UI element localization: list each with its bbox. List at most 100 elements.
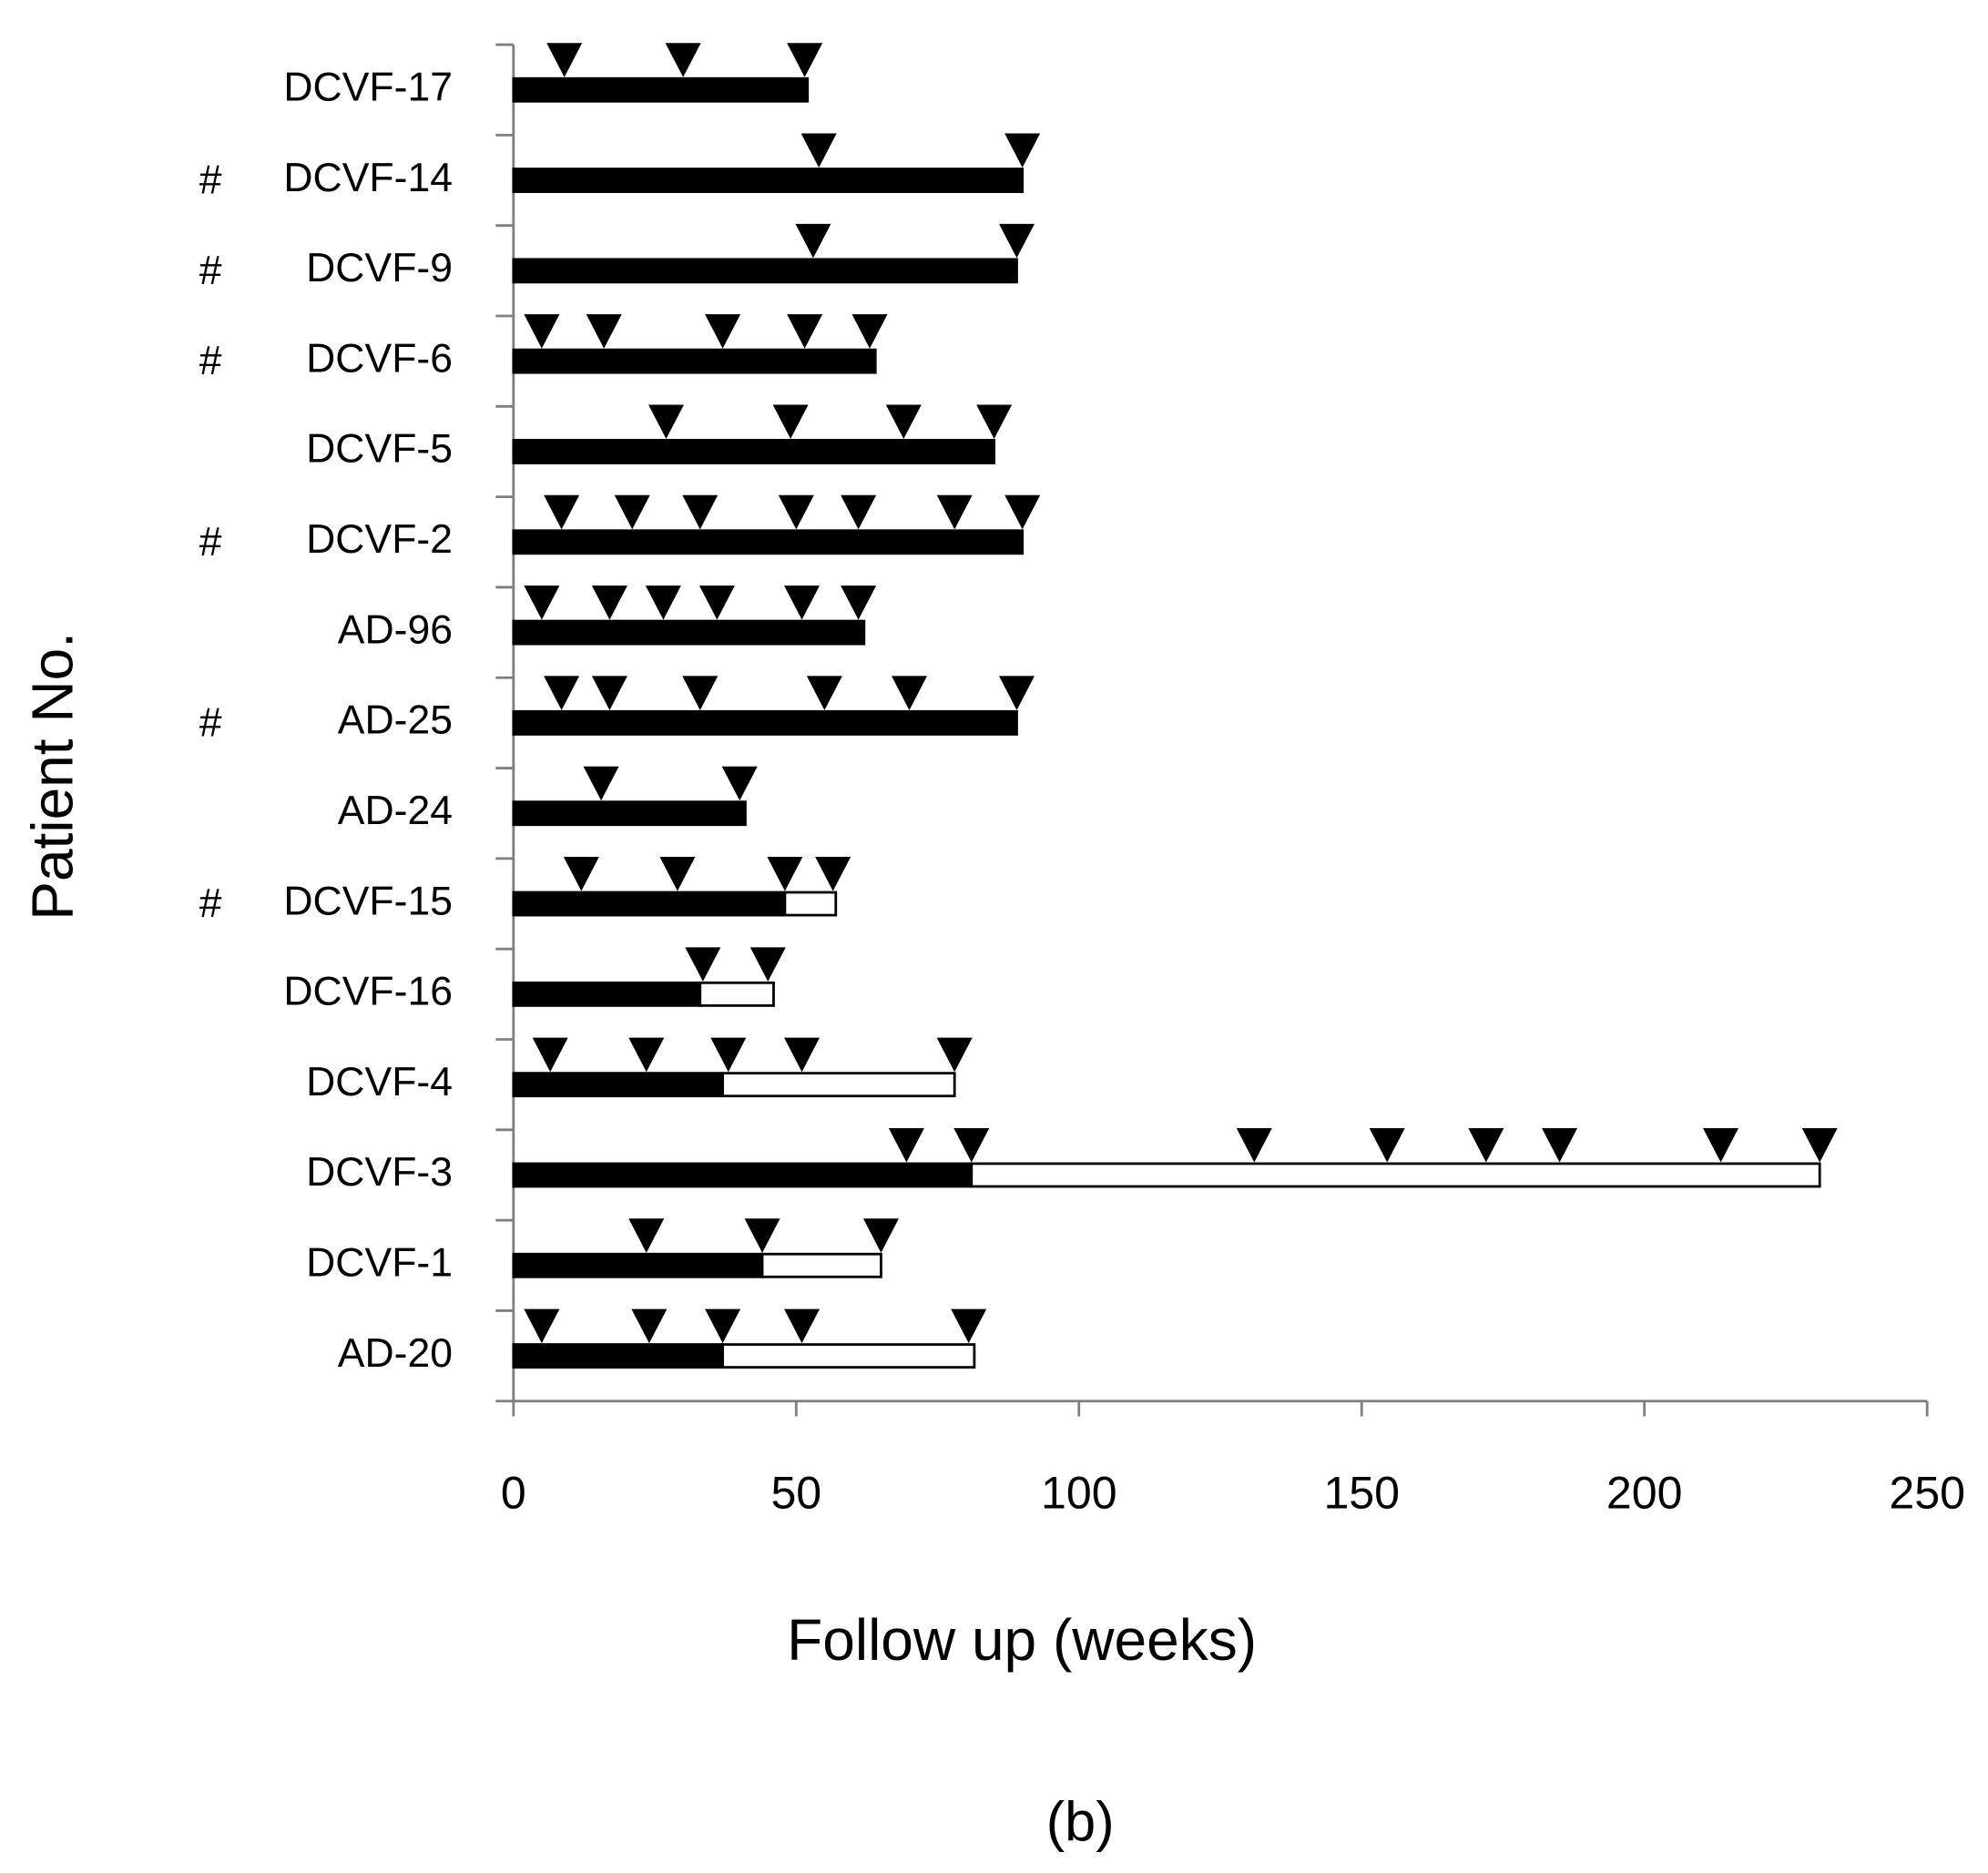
y-tick-label: AD-20 <box>338 1331 453 1376</box>
marker <box>1369 1127 1405 1163</box>
marker <box>546 43 583 77</box>
marker <box>705 1308 741 1344</box>
bar-segment <box>512 258 1018 284</box>
caption: (b) <box>1046 1790 1115 1852</box>
marker <box>892 676 927 710</box>
marker <box>1703 1127 1739 1163</box>
marker <box>721 766 758 801</box>
marker <box>998 676 1035 710</box>
y-tick-label: DCVF-9 <box>306 246 453 290</box>
marker <box>631 1308 668 1344</box>
flag: # <box>199 158 222 203</box>
marker <box>795 223 831 259</box>
y-tick-label: DCVF-17 <box>283 65 453 109</box>
marker <box>682 676 719 710</box>
marker <box>591 676 627 710</box>
bar-segment <box>512 76 810 103</box>
y-tick-label: DCVF-14 <box>283 156 453 200</box>
marker <box>772 404 809 440</box>
marker <box>1236 1127 1272 1163</box>
bar-segment <box>512 529 1025 555</box>
x-tick-label: 100 <box>1041 1467 1117 1518</box>
x-tick-label: 200 <box>1606 1467 1683 1518</box>
marker <box>784 1308 821 1344</box>
marker <box>591 585 627 620</box>
x-tick-label: 250 <box>1889 1467 1965 1518</box>
marker <box>806 676 842 710</box>
marker <box>628 1037 665 1073</box>
marker <box>544 494 580 530</box>
bar-segment <box>512 348 877 374</box>
bar-segment <box>512 168 1025 193</box>
y-axis-title: Patient No. <box>20 632 86 921</box>
x-tick-label: 150 <box>1323 1467 1400 1518</box>
marker <box>885 404 922 440</box>
bar-segment <box>698 981 775 1007</box>
marker <box>778 494 814 530</box>
marker <box>1542 1127 1578 1163</box>
marker <box>953 1127 990 1163</box>
marker <box>936 494 973 530</box>
marker <box>698 585 735 620</box>
marker <box>532 1037 568 1073</box>
x-axis-title: Follow up (weeks) <box>787 1607 1257 1673</box>
marker <box>710 1037 747 1073</box>
bar-segment <box>970 1162 1821 1188</box>
flag: # <box>199 700 222 745</box>
marker <box>784 1037 821 1073</box>
bar-segment <box>512 1252 764 1278</box>
marker <box>815 857 851 891</box>
bar-segment <box>512 1343 724 1369</box>
marker <box>659 857 696 891</box>
y-tick-label: DCVF-4 <box>306 1060 453 1104</box>
marker <box>888 1127 924 1163</box>
marker <box>841 494 877 530</box>
marker <box>682 494 719 530</box>
marker <box>787 43 823 77</box>
marker <box>628 1218 665 1253</box>
marker <box>744 1218 780 1253</box>
marker <box>586 314 622 349</box>
bar-segment <box>721 1343 976 1369</box>
marker <box>524 585 560 620</box>
y-tick-label: AD-96 <box>338 607 453 652</box>
marker <box>1801 1127 1838 1163</box>
x-tick-label: 0 <box>501 1467 526 1518</box>
marker <box>1004 133 1041 168</box>
bar-segment <box>512 891 787 917</box>
marker <box>563 857 599 891</box>
marker <box>665 43 701 77</box>
flag: # <box>199 339 222 383</box>
marker <box>784 585 821 620</box>
marker <box>951 1308 987 1344</box>
marker <box>851 314 888 349</box>
marker <box>524 1308 560 1344</box>
marker <box>685 947 721 982</box>
marker <box>800 133 837 168</box>
flag: # <box>199 249 222 293</box>
marker <box>583 766 619 801</box>
bar-segment <box>512 709 1018 736</box>
marker <box>1004 494 1041 530</box>
bar-segment <box>783 891 838 917</box>
y-tick-label: AD-25 <box>338 698 453 743</box>
y-tick-label: DCVF-16 <box>283 970 453 1014</box>
y-tick-label: DCVF-1 <box>306 1241 453 1286</box>
marker <box>936 1037 973 1073</box>
bar-segment <box>721 1072 956 1098</box>
bar-segment <box>512 1072 724 1098</box>
x-tick-label: 50 <box>770 1467 821 1518</box>
marker <box>998 223 1035 259</box>
marker <box>787 314 823 349</box>
marker <box>976 404 1013 440</box>
bar-segment <box>512 800 747 827</box>
marker <box>544 676 580 710</box>
bar-segment <box>512 619 866 646</box>
marker <box>705 314 741 349</box>
y-tick-label: AD-24 <box>338 789 453 833</box>
flag: # <box>199 520 222 565</box>
bar-segment <box>512 439 996 464</box>
marker <box>645 585 681 620</box>
y-tick-label: DCVF-6 <box>306 336 453 381</box>
